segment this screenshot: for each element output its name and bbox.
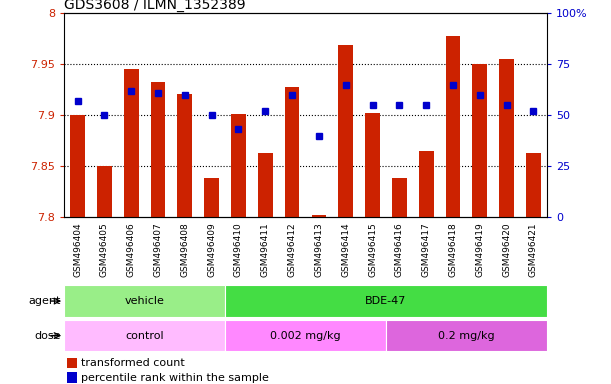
- Bar: [312, 215, 326, 217]
- Bar: [204, 178, 219, 217]
- Text: GSM496418: GSM496418: [448, 222, 458, 277]
- Bar: [70, 115, 85, 217]
- Text: GSM496409: GSM496409: [207, 222, 216, 277]
- Text: GSM496404: GSM496404: [73, 222, 82, 277]
- Text: agent: agent: [29, 296, 61, 306]
- Text: percentile rank within the sample: percentile rank within the sample: [81, 372, 268, 383]
- Bar: [258, 153, 273, 217]
- Text: 0.002 mg/kg: 0.002 mg/kg: [270, 331, 341, 341]
- Bar: [97, 166, 112, 217]
- Text: GSM496415: GSM496415: [368, 222, 377, 277]
- Bar: [365, 113, 380, 217]
- Text: GSM496408: GSM496408: [180, 222, 189, 277]
- Bar: [67, 358, 77, 368]
- Text: BDE-47: BDE-47: [365, 296, 407, 306]
- Bar: [225, 320, 386, 351]
- Bar: [386, 320, 547, 351]
- Text: GDS3608 / ILMN_1352389: GDS3608 / ILMN_1352389: [64, 0, 246, 12]
- Text: GSM496419: GSM496419: [475, 222, 485, 277]
- Text: GSM496406: GSM496406: [126, 222, 136, 277]
- Bar: [225, 285, 547, 317]
- Text: GSM496410: GSM496410: [234, 222, 243, 277]
- Bar: [285, 87, 299, 217]
- Text: GSM496416: GSM496416: [395, 222, 404, 277]
- Bar: [526, 153, 541, 217]
- Text: 0.2 mg/kg: 0.2 mg/kg: [438, 331, 495, 341]
- Text: GSM496414: GSM496414: [341, 222, 350, 277]
- Bar: [124, 70, 139, 217]
- Text: GSM496407: GSM496407: [153, 222, 163, 277]
- Text: GSM496405: GSM496405: [100, 222, 109, 277]
- Text: control: control: [125, 331, 164, 341]
- Bar: [177, 94, 192, 217]
- Bar: [151, 82, 166, 217]
- Text: GSM496417: GSM496417: [422, 222, 431, 277]
- Text: vehicle: vehicle: [125, 296, 164, 306]
- Text: dose: dose: [35, 331, 61, 341]
- Bar: [231, 114, 246, 217]
- Text: GSM496421: GSM496421: [529, 222, 538, 277]
- Bar: [499, 59, 514, 217]
- Bar: [419, 151, 434, 217]
- Text: GSM496412: GSM496412: [288, 222, 296, 277]
- Bar: [445, 36, 460, 217]
- Bar: [392, 178, 407, 217]
- Bar: [472, 64, 487, 217]
- Text: GSM496411: GSM496411: [261, 222, 270, 277]
- Bar: [64, 285, 225, 317]
- Bar: [338, 45, 353, 217]
- Text: GSM496420: GSM496420: [502, 222, 511, 277]
- Text: transformed count: transformed count: [81, 358, 185, 368]
- Bar: [64, 320, 225, 351]
- Text: GSM496413: GSM496413: [315, 222, 323, 277]
- Bar: [67, 372, 77, 382]
